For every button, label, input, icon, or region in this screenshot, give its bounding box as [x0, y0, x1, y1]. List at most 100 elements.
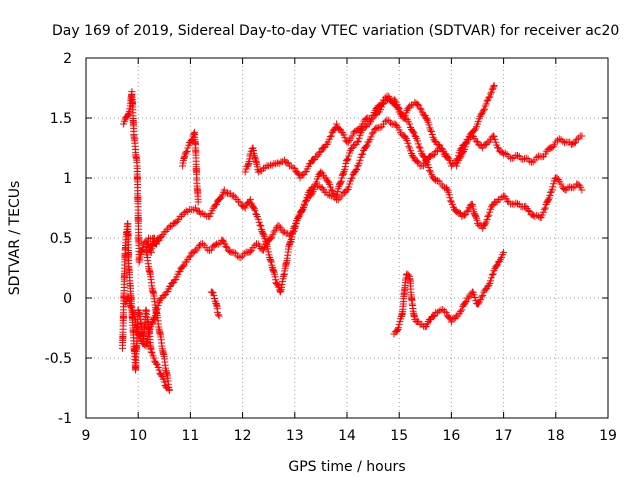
point-spike-11 — [187, 137, 195, 144]
point-track-a-upper — [342, 157, 350, 165]
point-rise-16-7 — [486, 93, 494, 101]
point-track-a-upper — [254, 215, 262, 223]
point-track-a-upper — [425, 164, 433, 171]
point-track-a-upper — [443, 185, 451, 193]
point-track-a-upper — [415, 143, 423, 151]
point-rise-16-7 — [487, 88, 495, 96]
point-track-b-lower — [207, 246, 215, 254]
point-track-b-lower — [237, 254, 245, 262]
point-rise-16-7 — [490, 82, 498, 90]
point-track-a-upper — [264, 245, 272, 253]
point-track-a-upper — [213, 200, 220, 208]
point-rise-16-7 — [470, 126, 478, 134]
point-track-b-lower — [246, 248, 254, 256]
point-track-a-upper — [181, 209, 189, 216]
point-track-b-lower — [363, 141, 371, 149]
y-tick-label: 1.5 — [50, 111, 72, 127]
point-track-b-lower — [526, 157, 534, 165]
grid-lines — [86, 58, 608, 418]
point-track-b-lower — [280, 228, 288, 236]
point-track-d-recovery — [478, 293, 486, 301]
point-track-c-mid — [326, 133, 334, 141]
point-track-c-mid — [273, 159, 281, 167]
point-track-b-lower — [240, 250, 248, 258]
y-tick-label: 0.5 — [50, 231, 72, 247]
point-spike-11 — [194, 198, 202, 206]
point-track-a-upper — [325, 179, 333, 187]
point-track-c-mid — [392, 102, 400, 109]
point-track-a-upper — [165, 223, 173, 231]
point-track-a-upper — [485, 211, 493, 219]
point-track-b-lower — [421, 160, 429, 168]
point-track-b-lower — [414, 158, 421, 166]
point-track-a-upper — [324, 177, 332, 185]
point-track-b-lower — [251, 241, 259, 249]
point-track-a-upper — [481, 221, 488, 229]
point-track-b-lower — [267, 234, 275, 242]
point-track-c-mid — [344, 138, 352, 146]
point-track-a-upper — [426, 167, 434, 175]
point-track-b-lower — [291, 224, 299, 232]
point-track-b-lower — [494, 144, 502, 152]
point-track-d-recovery — [495, 257, 503, 265]
y-tick-label: -0.5 — [45, 351, 72, 367]
data-points — [119, 82, 586, 394]
x-tick-label: 15 — [390, 428, 408, 444]
point-track-c-mid — [275, 160, 283, 168]
point-track-d-recovery — [487, 277, 494, 285]
point-track-b-lower — [551, 141, 558, 149]
point-track-c-mid — [355, 126, 363, 134]
point-track-a-upper — [550, 180, 558, 188]
point-track-b-lower — [219, 236, 227, 244]
point-track-b-lower — [404, 139, 412, 147]
point-track-c-mid — [327, 132, 335, 140]
point-track-c-mid — [401, 112, 409, 120]
point-track-a-upper — [553, 174, 561, 182]
x-tick-label: 9 — [82, 428, 91, 444]
point-track-a-upper — [230, 192, 238, 200]
point-track-c-mid — [437, 144, 445, 152]
point-track-b-lower — [376, 124, 384, 132]
point-track-c-mid — [416, 104, 424, 112]
point-track-d-recovery — [440, 307, 448, 315]
point-track-b-lower — [301, 198, 309, 206]
point-rise-16-7 — [481, 105, 488, 113]
point-track-c-mid — [241, 168, 249, 176]
point-track-b-lower — [275, 222, 283, 230]
point-early-cluster — [155, 236, 163, 244]
point-track-b-lower — [501, 149, 509, 157]
point-fragment-11-5 — [215, 312, 223, 320]
point-track-d-recovery — [393, 327, 401, 335]
point-track-c-mid — [414, 100, 421, 108]
point-fragment-11-5 — [210, 292, 218, 300]
point-track-a-upper — [483, 216, 491, 224]
point-track-c-mid — [406, 102, 414, 110]
point-track-b-lower — [150, 315, 158, 323]
point-track-b-lower — [409, 153, 417, 161]
y-tick-label: 0 — [63, 291, 72, 307]
point-track-d-recovery — [500, 248, 508, 256]
point-track-a-upper — [344, 155, 352, 163]
point-track-a-upper — [264, 248, 272, 256]
point-spike-11 — [182, 149, 190, 157]
point-track-a-upper — [545, 196, 553, 204]
point-track-b-lower — [179, 262, 187, 270]
point-track-b-lower — [348, 174, 356, 182]
chart-title: Day 169 of 2019, Sidereal Day-to-day VTE… — [52, 23, 619, 39]
point-track-c-mid — [377, 101, 385, 109]
point-track-b-lower — [522, 154, 530, 162]
point-track-b-lower — [570, 139, 578, 147]
point-track-b-lower — [222, 242, 230, 250]
point-track-b-lower — [498, 149, 506, 156]
point-track-b-lower — [492, 138, 500, 146]
point-rise-16-7 — [480, 106, 488, 114]
point-track-b-lower — [299, 205, 307, 213]
point-track-a-upper — [481, 220, 489, 228]
point-early-cluster — [150, 234, 158, 242]
point-early-cluster — [155, 366, 163, 374]
point-rise-16-7 — [478, 110, 486, 118]
point-early-cluster — [160, 378, 168, 386]
point-track-a-upper — [355, 134, 363, 142]
point-track-b-lower — [185, 253, 193, 261]
point-track-b-lower — [360, 146, 367, 154]
